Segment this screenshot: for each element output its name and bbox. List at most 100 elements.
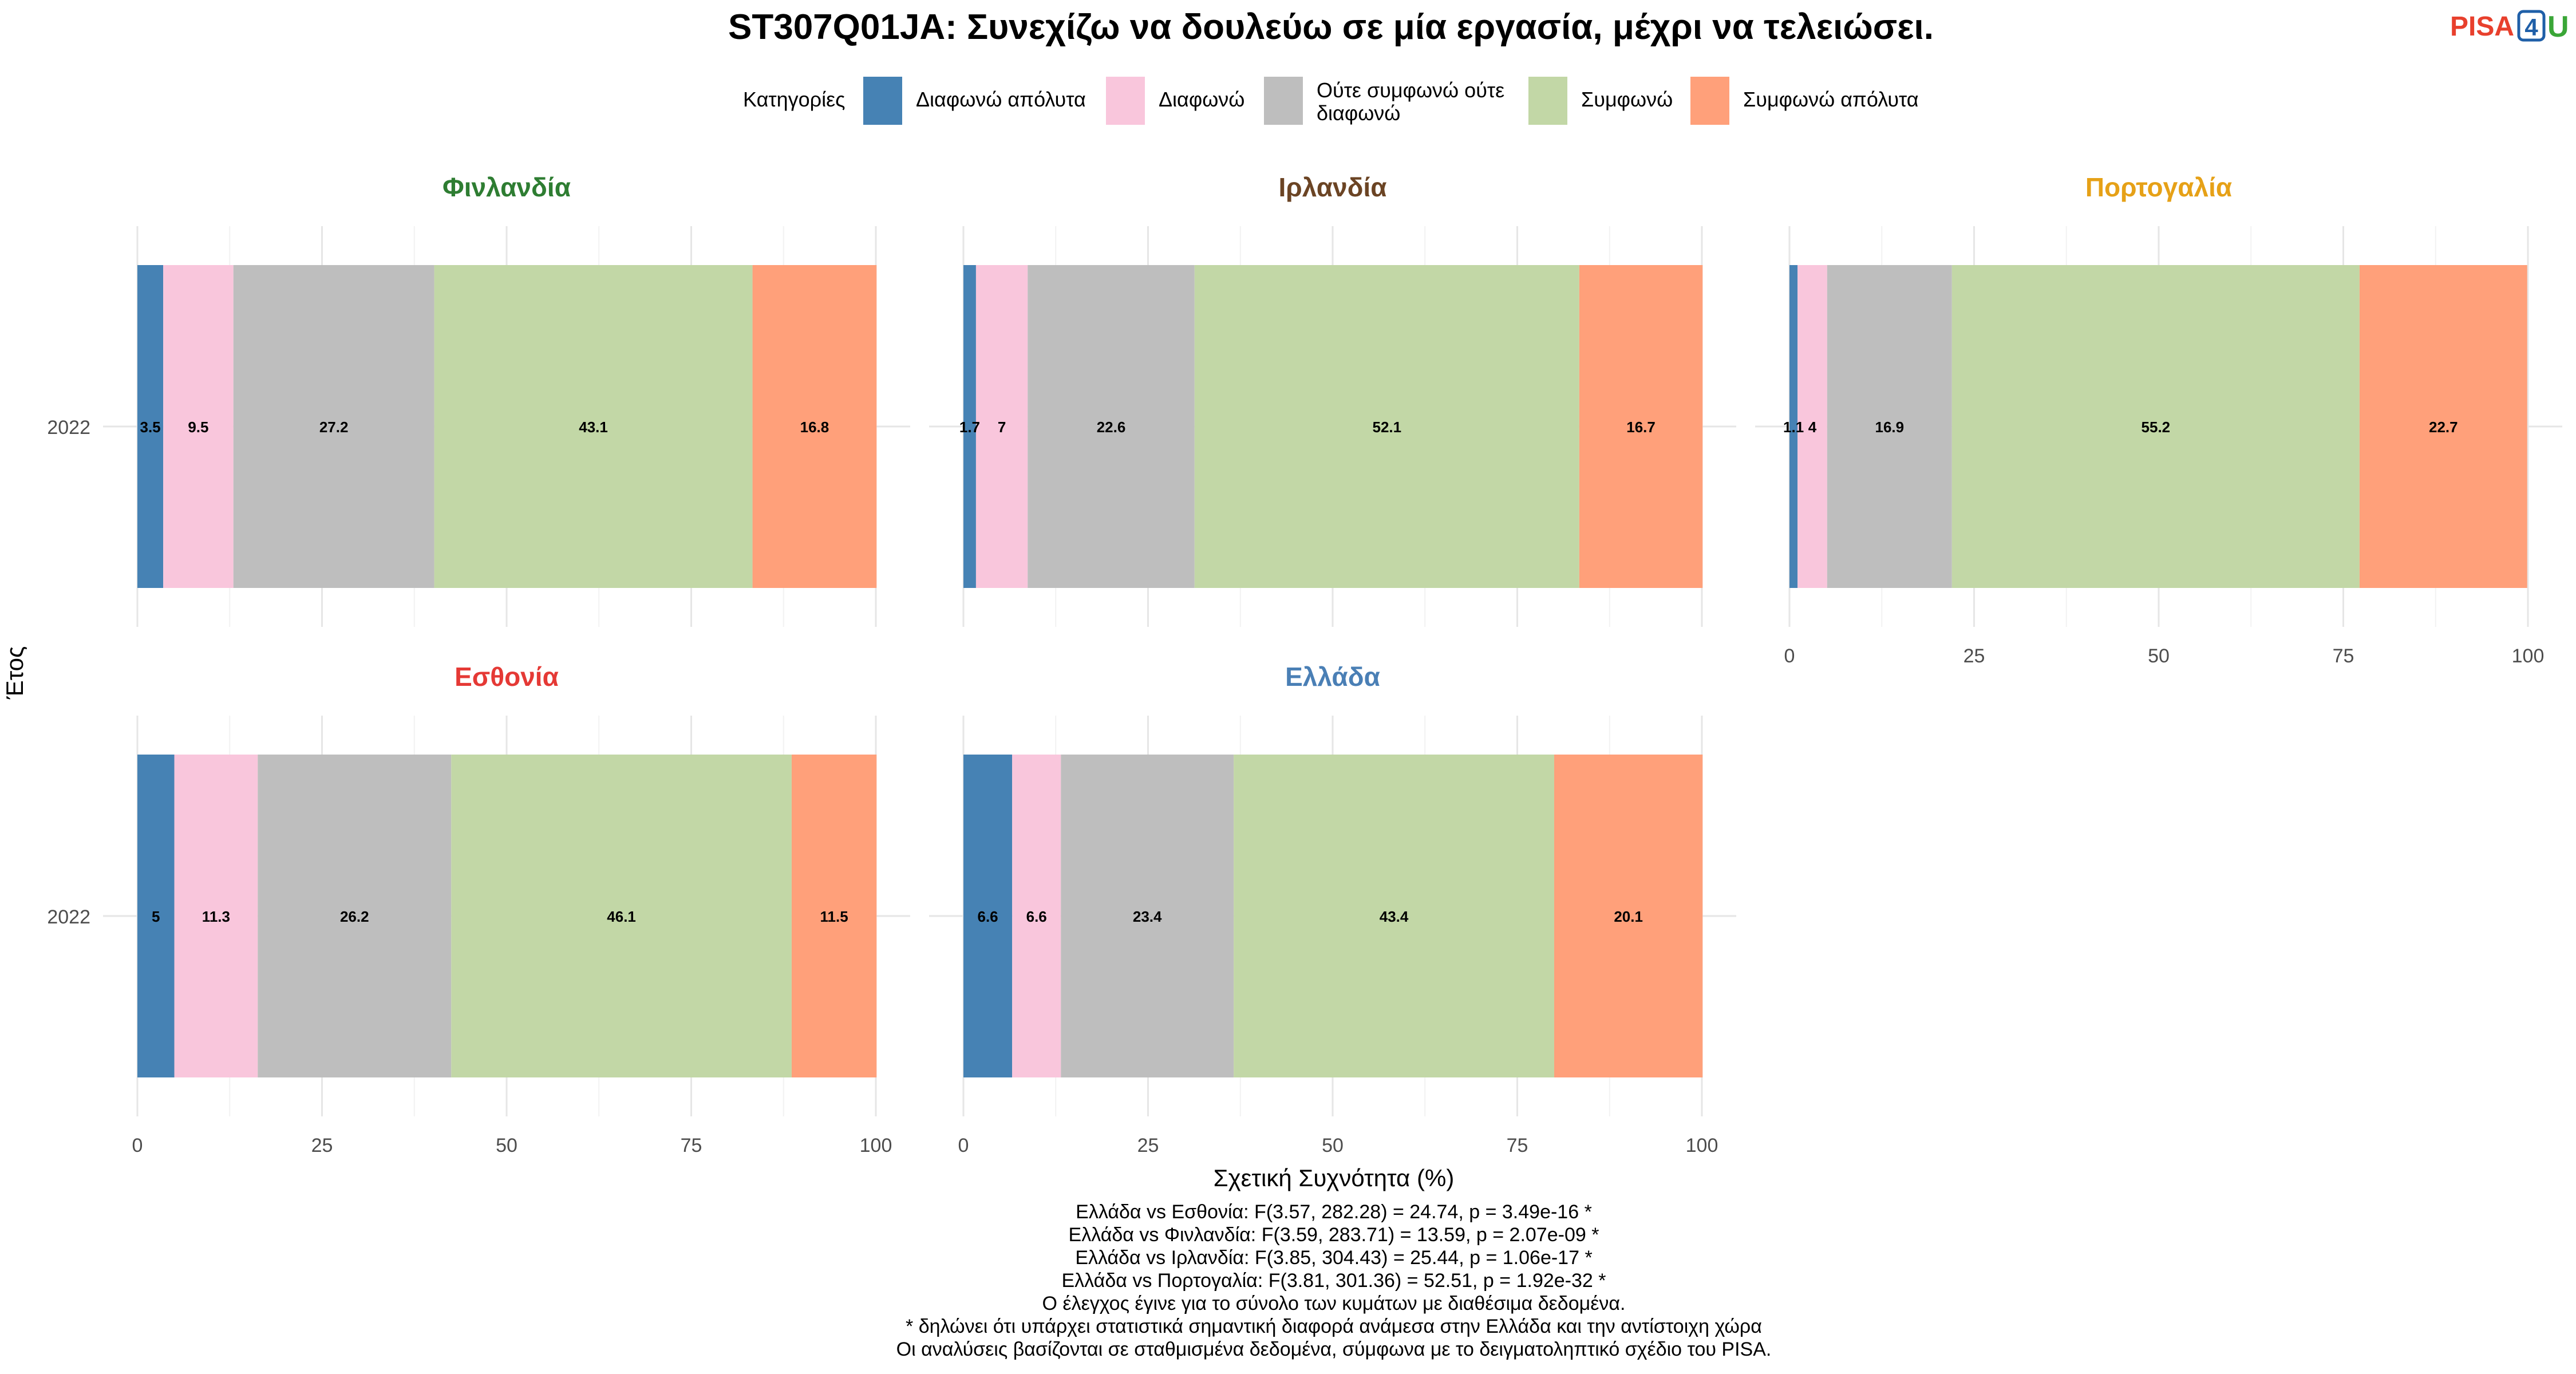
- x-tick-label: 75: [1507, 1135, 1528, 1156]
- bar-segment: [963, 265, 976, 588]
- logo-pisa-text: PISA: [2450, 11, 2514, 42]
- caption-line: * δηλώνει ότι υπάρχει στατιστικά σημαντι…: [906, 1316, 1762, 1337]
- bar-segment: [1061, 755, 1234, 1077]
- data-label: 16.8: [800, 418, 829, 436]
- legend-swatch-strongly-agree: [1690, 77, 1729, 125]
- bar-segment: [1789, 265, 1798, 588]
- data-label: 16.7: [1626, 418, 1656, 436]
- x-tick-label: 100: [860, 1135, 892, 1156]
- data-label: 23.4: [1133, 908, 1162, 925]
- panel-title: Εσθονία: [455, 662, 559, 692]
- bar-segment: [1554, 755, 1703, 1077]
- x-tick-label: 50: [1322, 1135, 1344, 1156]
- logo-u-text: U: [2547, 10, 2569, 44]
- y-tick-label: 2022: [47, 417, 90, 439]
- data-label: 3.5: [140, 418, 160, 436]
- panel-title: Φινλανδία: [442, 172, 571, 202]
- bar-segment: [791, 755, 877, 1077]
- bar-segment: [137, 265, 164, 588]
- data-label: 52.1: [1373, 418, 1402, 436]
- x-axis-title: Σχετική Συχνότητα (%): [1214, 1164, 1455, 1191]
- legend-title: Κατηγορίες: [743, 88, 846, 111]
- bar-segment: [1579, 265, 1703, 588]
- legend-label-agree: Συμφωνώ: [1581, 88, 1673, 111]
- legend-label-disagree: Διαφωνώ: [1159, 88, 1244, 111]
- panel-title: Ελλάδα: [1285, 662, 1380, 692]
- legend-swatch-agree: [1528, 77, 1567, 125]
- bar-segment: [1194, 265, 1579, 588]
- bar-segment: [1951, 265, 2360, 588]
- panel-2: Ιρλανδία 1.7 7 22.6 52.1 16.7: [929, 172, 1736, 627]
- data-label: 26.2: [340, 908, 369, 925]
- x-tick-label: 0: [1784, 645, 1795, 667]
- data-label: 6.6: [977, 908, 998, 925]
- data-label: 43.4: [1380, 908, 1409, 925]
- data-label: 43.1: [579, 418, 608, 436]
- caption-line: Ελλάδα vs Εσθονία: F(3.57, 282.28) = 24.…: [1076, 1201, 1592, 1223]
- legend-label-strongly-agree: Συμφωνώ απόλυτα: [1743, 88, 1919, 111]
- logo-four-box: [2517, 10, 2546, 42]
- data-label: 27.2: [319, 418, 349, 436]
- panel-1: Φινλανδία 2022 3.5 9.5 27.2 43.1 16.8: [47, 172, 910, 627]
- x-tick-label: 100: [2512, 645, 2545, 667]
- data-label: 11.3: [202, 908, 230, 925]
- y-axis-title: Έτος: [1, 646, 28, 700]
- logo-four-text: 4: [2524, 14, 2538, 41]
- facet-panels: Φινλανδία 2022 3.5 9.5 27.2 43.1 16.8 Ιρλανδία 1…: [47, 172, 2562, 1156]
- panel-4: Εσθονία 2022 5 11.3 26.2 46.1 11.5 0 25 50 75 100: [47, 662, 910, 1156]
- x-tick-label: 25: [311, 1135, 333, 1156]
- bar-segment: [174, 755, 258, 1077]
- data-label: 1.7: [959, 418, 980, 436]
- y-tick-label: 2022: [47, 906, 90, 928]
- caption-line: Ελλάδα vs Πορτογαλία: F(3.81, 301.36) = …: [1062, 1270, 1606, 1292]
- bar-segment: [1234, 755, 1554, 1077]
- caption-line: Οι αναλύσεις βασίζονται σε σταθμισμένα δ…: [896, 1339, 1772, 1360]
- x-tick-label: 25: [1963, 645, 1985, 667]
- x-tick-label: 25: [1137, 1135, 1159, 1156]
- data-label: 5: [152, 908, 160, 925]
- x-tick-label: 0: [132, 1135, 143, 1156]
- caption-line: Ελλάδα vs Ιρλανδία: F(3.85, 304.43) = 25…: [1075, 1247, 1592, 1269]
- data-label: 9.5: [188, 418, 208, 436]
- x-tick-label: 75: [681, 1135, 702, 1156]
- bar-segment: [963, 755, 1013, 1077]
- legend-swatch-strongly-disagree: [863, 77, 902, 125]
- chart-title: ST307Q01JA: Συνεχίζω να δουλεύω σε μία ε…: [728, 7, 1934, 47]
- panel-3: Πορτογαλία 1.1 4 16.9 55.2 22.7 0 25 50 75 100: [1755, 172, 2562, 667]
- x-tick-label: 100: [1686, 1135, 1718, 1156]
- data-label: 4: [1808, 418, 1817, 436]
- legend: Κατηγορίες Διαφωνώ απόλυτα Διαφωνώ Ούτε …: [743, 77, 1919, 125]
- panel-5: Ελλάδα 6.6 6.6 23.4 43.4 20.1 0 25 50 75 100: [929, 662, 1736, 1156]
- bar-segment: [1028, 265, 1195, 588]
- data-label: 7: [998, 418, 1006, 436]
- data-label: 1.1: [1783, 418, 1804, 436]
- bar-segment: [451, 755, 792, 1077]
- legend-swatch-neutral: [1264, 77, 1303, 125]
- bar-segment: [258, 755, 452, 1077]
- bar-segment: [975, 265, 1028, 588]
- data-label: 20.1: [1614, 908, 1643, 925]
- bar-segment: [2359, 265, 2527, 588]
- bar-segment: [434, 265, 753, 588]
- data-label: 16.9: [1875, 418, 1904, 436]
- legend-label-strongly-disagree: Διαφωνώ απόλυτα: [916, 88, 1086, 111]
- pisa4u-logo: PISA 4 U: [2450, 10, 2569, 44]
- bar-segment: [233, 265, 434, 588]
- bar-segment: [163, 265, 234, 588]
- bar-segment: [1797, 265, 1827, 588]
- data-label: 6.6: [1026, 908, 1047, 925]
- bar-segment: [752, 265, 877, 588]
- legend-swatch-disagree: [1106, 77, 1145, 125]
- bar-segment: [1012, 755, 1061, 1077]
- data-label: 46.1: [607, 908, 636, 925]
- caption-line: Ο έλεγχος έγινε για το σύνολο των κυμάτω…: [1042, 1293, 1626, 1314]
- caption: Ελλάδα vs Εσθονία: F(3.57, 282.28) = 24.…: [896, 1201, 1772, 1360]
- caption-line: Ελλάδα vs Φινλανδία: F(3.59, 283.71) = 1…: [1069, 1224, 1599, 1246]
- data-label: 11.5: [820, 908, 848, 925]
- panel-title: Ιρλανδία: [1278, 172, 1386, 202]
- x-tick-label: 50: [2148, 645, 2170, 667]
- x-tick-label: 0: [958, 1135, 969, 1156]
- legend-label-neutral: Ούτε συμφωνώ ούτε διαφωνώ: [1317, 78, 1510, 125]
- panel-title: Πορτογαλία: [2085, 172, 2232, 202]
